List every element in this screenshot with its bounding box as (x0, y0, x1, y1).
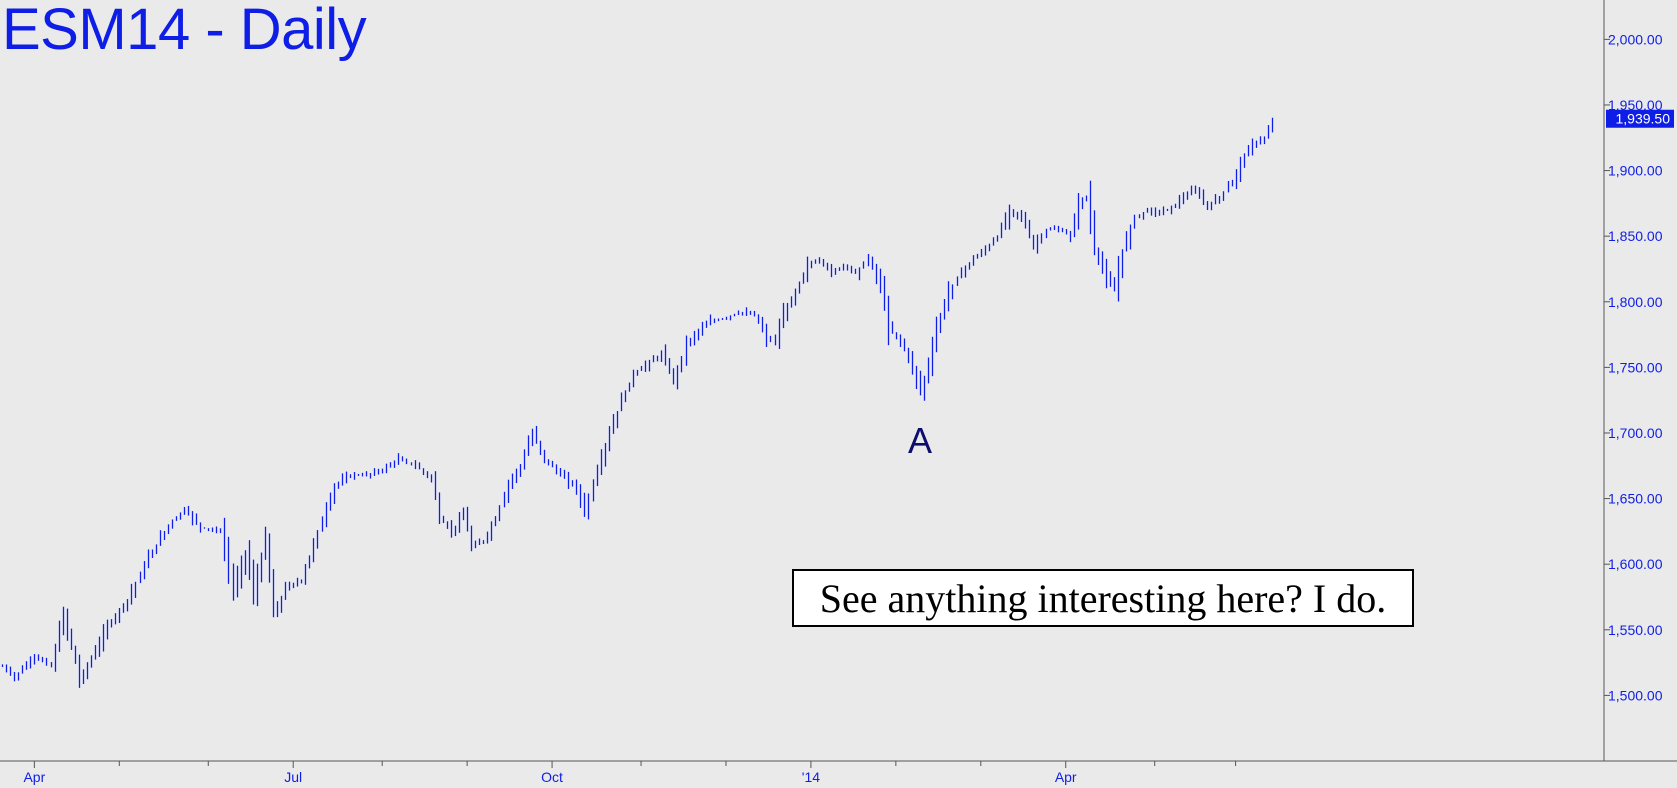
price-tick-label: 1,700.00 (1608, 425, 1663, 441)
price-tick-label: 1,800.00 (1608, 294, 1663, 310)
price-axis-ticks: 2,000.00 1,950.00 1,900.00 1,850.00 1,800.00… (1604, 31, 1663, 703)
date-tick-label: Jul (284, 769, 302, 785)
date-tick-label: Apr (1055, 769, 1077, 785)
price-tick-label: 1,850.00 (1608, 228, 1663, 244)
price-tick-label: 2,000.00 (1608, 31, 1663, 47)
annotation-text: See anything interesting here? I do. (819, 575, 1387, 621)
date-tick-label: Oct (541, 769, 563, 785)
price-tick-label: 1,950.00 (1608, 97, 1663, 113)
last-price-tag-background (1606, 109, 1674, 128)
price-tick-label: 1,650.00 (1608, 491, 1663, 507)
price-tick-label: 1,600.00 (1608, 556, 1663, 572)
price-tick-label: 1,550.00 (1608, 622, 1663, 638)
wave-label-a: A (908, 420, 933, 461)
chart-title: ESM14 - Daily (2, 0, 367, 62)
price-bars (1, 117, 1274, 688)
price-tick-label: 1,750.00 (1608, 359, 1663, 375)
last-price-value: 1,939.50 (1616, 111, 1671, 127)
price-tick-label: 1,500.00 (1608, 687, 1663, 703)
date-tick-label: Apr (23, 769, 45, 785)
price-tick-label: 1,900.00 (1608, 163, 1663, 179)
date-tick-label: '14 (802, 769, 820, 785)
date-axis-ticks: Apr Jul Oct '14 Apr (23, 761, 1237, 785)
annotation-box: See anything interesting here? I do. (792, 569, 1414, 627)
last-price-tag: 1,939.50 (1606, 109, 1674, 128)
